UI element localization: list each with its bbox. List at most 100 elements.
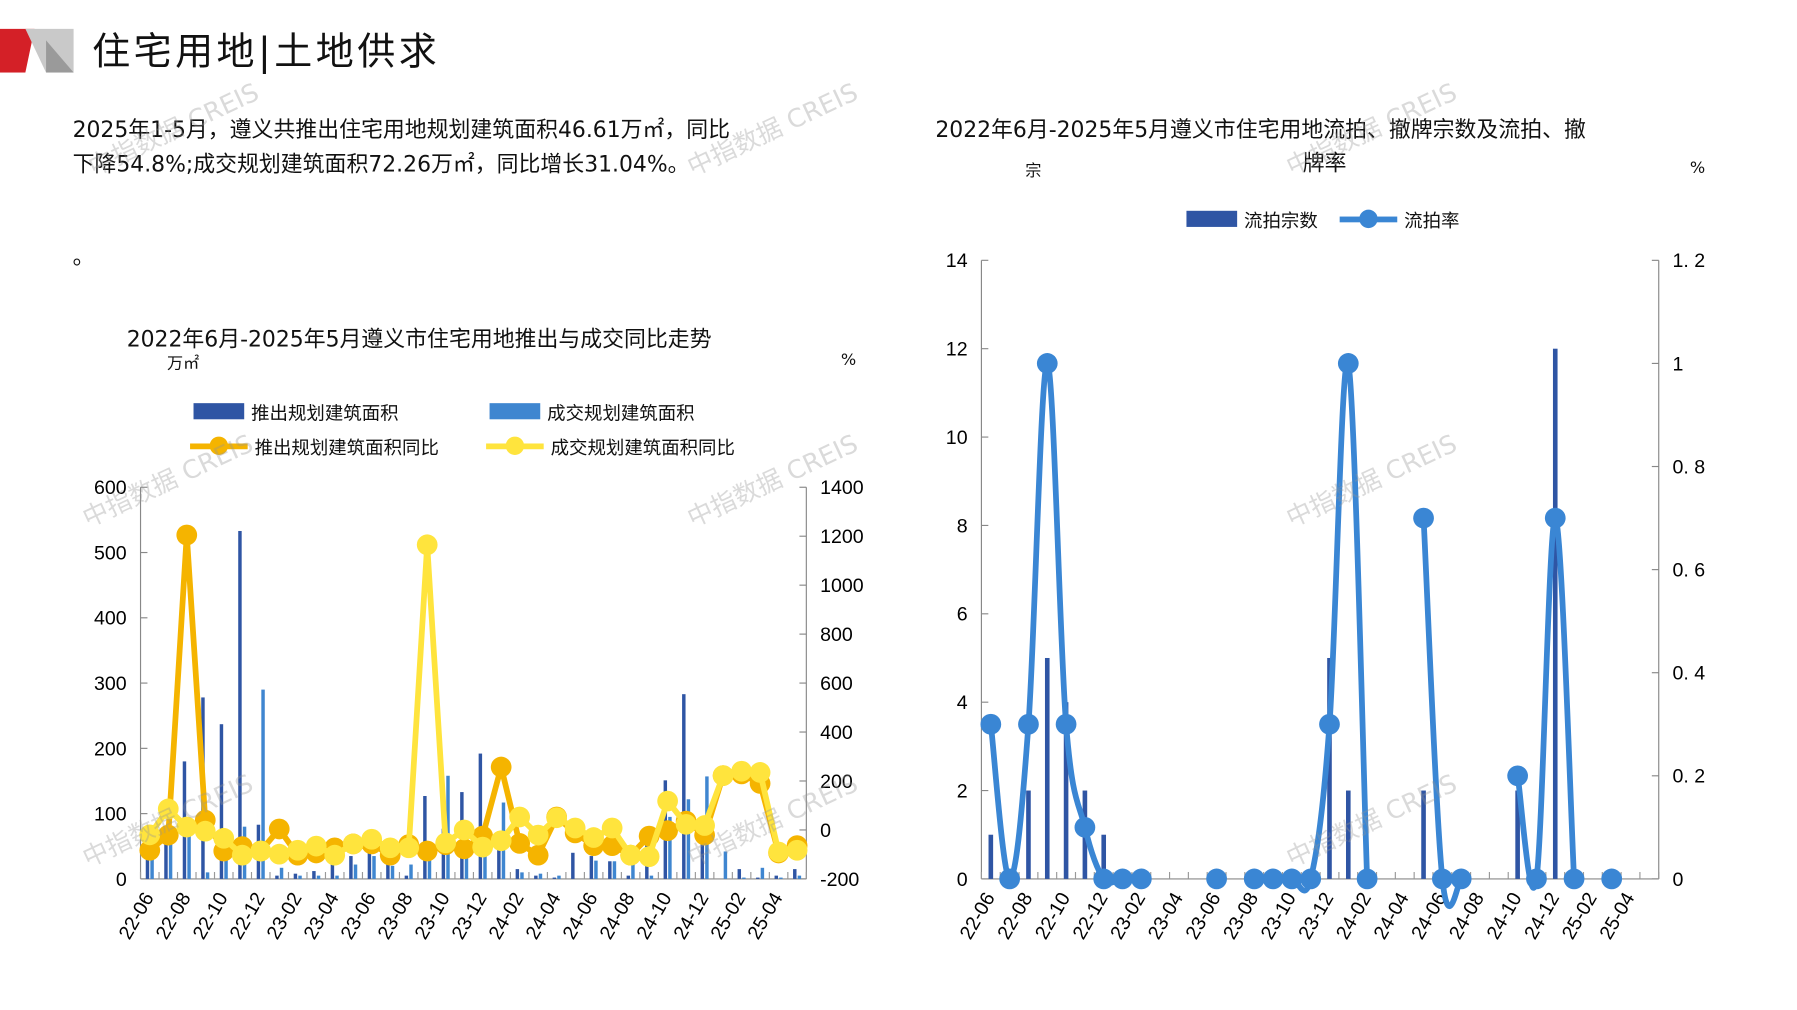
y-tick-label: 4	[957, 692, 968, 714]
data-point	[1563, 868, 1585, 890]
bar-primary	[164, 837, 168, 879]
y2-tick-label: 400	[820, 722, 853, 744]
y-tick-label: 400	[94, 608, 127, 630]
x-tick-label: 23-10	[1257, 889, 1301, 943]
data-point	[361, 828, 383, 850]
data-point	[1036, 353, 1058, 374]
x-tick-label: 25-04	[1595, 889, 1639, 943]
data-point	[1544, 507, 1566, 529]
bar-secondary	[649, 875, 654, 879]
data-point	[564, 817, 586, 839]
x-tick-label: 23-08	[374, 889, 418, 943]
bar-secondary	[686, 799, 691, 879]
legend-label: 流拍率	[1404, 209, 1460, 232]
y2-tick-label: 1200	[820, 526, 864, 548]
y2-tick-label: 0. 2	[1673, 766, 1706, 788]
y-tick-label: 300	[94, 673, 127, 695]
bar-secondary	[446, 775, 450, 879]
data-point	[1507, 765, 1528, 787]
data-point	[601, 817, 623, 839]
data-point	[157, 798, 179, 820]
right-y-unit: 宗	[1025, 162, 1042, 181]
bar-secondary	[187, 833, 191, 879]
data-point	[453, 819, 475, 841]
bar-primary	[700, 836, 705, 879]
x-tick-label: 23-02	[1106, 889, 1150, 943]
data-point	[157, 824, 179, 846]
bar-secondary	[409, 864, 413, 879]
data-point	[1337, 353, 1359, 374]
series-line	[1420, 517, 1465, 910]
y-tick-label: 600	[94, 477, 127, 499]
x-tick-label: 23-02	[263, 889, 307, 943]
bar-secondary	[224, 856, 228, 879]
y-tick-label: 200	[94, 738, 127, 760]
x-tick-label: 24-12	[1520, 889, 1564, 943]
series-line	[147, 532, 799, 859]
bar-primary	[386, 856, 390, 879]
x-tick-label: 23-06	[337, 889, 381, 943]
data-point	[749, 762, 771, 783]
data-point	[176, 816, 198, 838]
bar-secondary	[612, 861, 617, 879]
data-point	[490, 830, 512, 852]
bar-secondary	[483, 846, 487, 879]
data-point	[768, 841, 789, 863]
bar-primary	[1345, 790, 1351, 879]
data-point	[1319, 713, 1340, 735]
summary-line-2: 下降54.8%;成交规划建筑面积72.26万㎡，同比增长31.04%。	[72, 152, 690, 178]
data-point	[509, 806, 531, 828]
data-point	[1450, 868, 1472, 890]
left-chart-title: 2022年6月-2025年5月遵义市住宅用地推出与成交同比走势	[126, 327, 712, 353]
legend-swatch	[489, 403, 541, 420]
bar-primary	[988, 834, 994, 879]
legend-launch-yoy: 推出规划建筑面积同比	[190, 432, 439, 460]
x-tick-label: 25-04	[743, 889, 787, 943]
legend-deal-yoy: 成交规划建筑面积同比	[486, 432, 735, 460]
x-tick-label: 22-06	[115, 889, 159, 943]
y-tick-label: 6	[957, 604, 968, 626]
bar-secondary	[335, 875, 339, 879]
data-point	[287, 839, 309, 861]
y2-tick-label: 0	[820, 820, 831, 842]
y2-tick-label: -200	[820, 869, 859, 891]
y2-tick-label: 800	[820, 624, 853, 646]
y2-tick-label: 200	[820, 771, 853, 793]
data-point	[712, 765, 734, 786]
data-point	[1243, 868, 1265, 890]
bar-primary	[534, 875, 538, 879]
bar-secondary	[353, 864, 358, 879]
data-point	[379, 837, 401, 859]
data-point	[1093, 868, 1115, 890]
bar-secondary	[631, 861, 635, 879]
y2-tick-label: 0. 6	[1673, 560, 1706, 582]
x-tick-label: 23-10	[411, 889, 455, 943]
data-point	[268, 843, 290, 865]
y-tick-label: 0	[957, 869, 968, 891]
x-tick-label: 24-04	[522, 889, 566, 943]
bar-primary	[349, 856, 353, 879]
bar-secondary	[742, 877, 746, 879]
data-point	[731, 760, 752, 782]
bar-primary	[1063, 702, 1069, 879]
data-point	[509, 833, 531, 854]
bar-secondary	[464, 852, 469, 879]
y2-tick-label: 0. 4	[1673, 663, 1706, 685]
bar-secondary	[298, 875, 302, 879]
brand-logo	[0, 28, 74, 73]
x-tick-label: 24-04	[1370, 889, 1414, 943]
bar-primary	[1515, 790, 1520, 879]
x-tick-label: 25-02	[1558, 889, 1602, 943]
data-point	[213, 827, 235, 849]
bar-primary	[275, 875, 279, 879]
bar-primary	[571, 852, 575, 879]
data-point	[1413, 507, 1434, 529]
x-tick-label: 23-12	[448, 889, 492, 943]
data-point	[1262, 868, 1284, 890]
y2-tick-label: 0. 8	[1673, 456, 1706, 478]
data-point	[1018, 713, 1039, 735]
x-tick-label: 24-12	[669, 889, 713, 943]
data-point	[453, 838, 475, 860]
bar-secondary	[316, 875, 321, 879]
x-tick-label: 24-02	[1332, 889, 1376, 943]
